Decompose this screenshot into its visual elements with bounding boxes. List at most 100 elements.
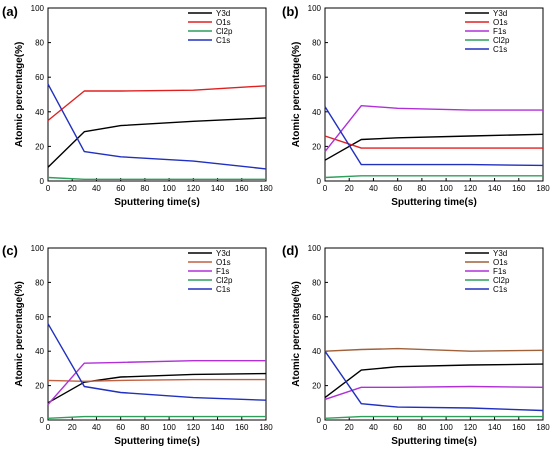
- x-tick-label: 120: [464, 423, 478, 432]
- series-line-c1s: [47, 83, 267, 170]
- series-line-f1s: [47, 360, 266, 405]
- panel-label: (c): [2, 243, 18, 258]
- series-line-c1s: [47, 323, 267, 401]
- legend-label: O1s: [216, 258, 231, 267]
- y-axis-title: Atomic percentage(%): [14, 42, 25, 148]
- y-axis-title: Atomic percentage(%): [291, 42, 302, 148]
- legend-label: Cl2p: [216, 27, 233, 36]
- y-tick-label: 60: [312, 73, 321, 82]
- chart-panel-2: (b) 0 20 40 60 80 100 120 140 160 180 0 20 40 60 80 100 S…: [282, 4, 550, 208]
- y-tick-label: 100: [308, 244, 322, 253]
- x-tick-label: 100: [439, 184, 453, 193]
- series-line-o1s: [47, 85, 267, 122]
- legend-label: C1s: [493, 45, 507, 54]
- series-line-c1s: [324, 350, 544, 412]
- x-tick-label: 0: [46, 184, 51, 193]
- series-line-cl2p: [324, 175, 543, 179]
- y-tick-label: 80: [35, 278, 44, 287]
- x-tick-label: 80: [417, 184, 426, 193]
- legend-label: Cl2p: [493, 276, 510, 285]
- x-tick-label: 160: [512, 184, 526, 193]
- y-tick-label: 0: [317, 177, 322, 186]
- y-tick-label: 0: [40, 416, 45, 425]
- chart-panel-1: (a) 0 20 40 60 80 100 120 140 160 180 0 20 40 60 80 100 S…: [2, 4, 273, 208]
- y-tick-label: 40: [35, 108, 44, 117]
- x-tick-label: 60: [116, 423, 125, 432]
- plot-frame: [47, 247, 267, 421]
- legend-label: O1s: [216, 18, 231, 27]
- x-tick-label: 80: [140, 423, 149, 432]
- series-line-cl2p: [324, 415, 543, 419]
- y-tick-label: 60: [312, 313, 321, 322]
- plot-frame: [324, 7, 544, 182]
- y-tick-label: 80: [312, 39, 321, 48]
- x-tick-label: 180: [259, 184, 273, 193]
- series-line-cl2p: [47, 176, 266, 181]
- x-tick-label: 0: [323, 184, 328, 193]
- y-tick-label: 40: [312, 347, 321, 356]
- x-tick-label: 60: [393, 423, 402, 432]
- y-tick-label: 100: [31, 244, 45, 253]
- legend-label: Cl2p: [216, 276, 233, 285]
- x-tick-label: 20: [345, 423, 354, 432]
- legend-label: O1s: [493, 258, 508, 267]
- x-tick-label: 60: [116, 184, 125, 193]
- y-tick-label: 100: [308, 4, 322, 13]
- chart-panel-4: (d) 0 20 40 60 80 100 120 140 160 180 0 20 40 60 80 100 S…: [282, 243, 550, 447]
- x-axis-title: Sputtering time(s): [114, 436, 200, 447]
- legend-label: Cl2p: [493, 36, 510, 45]
- x-tick-label: 120: [187, 184, 201, 193]
- x-tick-label: 160: [235, 423, 249, 432]
- x-tick-label: 20: [68, 184, 77, 193]
- series-line-c1s: [324, 106, 544, 167]
- y-tick-label: 0: [317, 416, 322, 425]
- x-tick-label: 140: [211, 423, 225, 432]
- x-tick-label: 0: [46, 423, 51, 432]
- series-line-f1s: [324, 104, 543, 153]
- y-axis-title: Atomic percentage(%): [291, 281, 302, 387]
- x-tick-label: 0: [323, 423, 328, 432]
- x-tick-label: 60: [393, 184, 402, 193]
- x-tick-label: 140: [488, 423, 502, 432]
- series-line-o1s: [47, 378, 266, 382]
- x-tick-label: 80: [140, 184, 149, 193]
- y-tick-label: 40: [35, 347, 44, 356]
- x-tick-label: 120: [464, 184, 478, 193]
- y-tick-label: 100: [31, 4, 45, 13]
- y-tick-label: 60: [35, 313, 44, 322]
- panel-label: (d): [282, 243, 299, 258]
- legend-label: F1s: [493, 27, 506, 36]
- x-tick-label: 140: [488, 184, 502, 193]
- legend-label: Y3d: [216, 9, 230, 18]
- x-tick-label: 100: [439, 423, 453, 432]
- series-line-y3d: [47, 117, 267, 168]
- legend-label: C1s: [216, 36, 230, 45]
- x-tick-label: 100: [162, 184, 176, 193]
- legend-label: C1s: [493, 285, 507, 294]
- legend-label: Y3d: [493, 9, 507, 18]
- legend-label: C1s: [216, 285, 230, 294]
- plot-frame: [47, 7, 267, 182]
- y-tick-label: 20: [312, 142, 321, 151]
- series-line-y3d: [47, 372, 267, 404]
- panel-label: (b): [282, 4, 299, 19]
- x-tick-label: 40: [369, 423, 378, 432]
- panel-label: (a): [2, 4, 18, 19]
- y-tick-label: 20: [35, 142, 44, 151]
- series-line-o1s: [324, 347, 544, 352]
- x-tick-label: 80: [417, 423, 426, 432]
- legend-label: Y3d: [493, 249, 507, 258]
- y-tick-label: 20: [35, 382, 44, 391]
- x-tick-label: 140: [211, 184, 225, 193]
- x-tick-label: 160: [235, 184, 249, 193]
- series-line-f1s: [324, 385, 544, 401]
- x-axis-title: Sputtering time(s): [391, 436, 477, 447]
- x-tick-label: 160: [512, 423, 526, 432]
- y-tick-label: 20: [312, 382, 321, 391]
- x-tick-label: 40: [92, 184, 101, 193]
- series-line-y3d: [324, 363, 544, 399]
- x-tick-label: 180: [536, 423, 550, 432]
- x-tick-label: 120: [187, 423, 201, 432]
- legend-label: F1s: [493, 267, 506, 276]
